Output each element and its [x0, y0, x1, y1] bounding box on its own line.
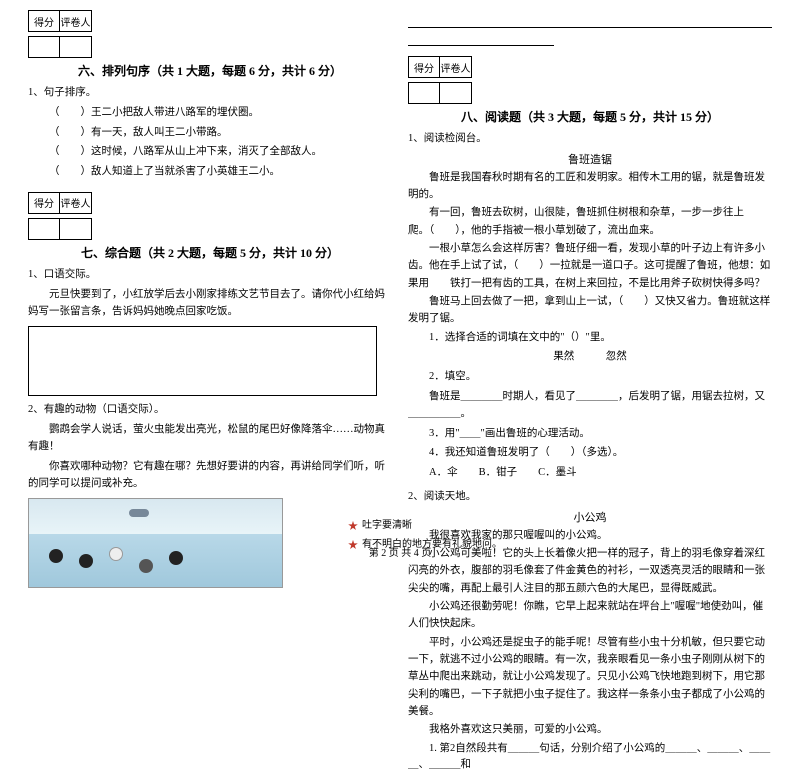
star-icon	[348, 521, 358, 531]
q8-1-1: 1．选择合适的词填在文中的"（）"里。	[408, 330, 772, 347]
q8-1-1-opts: 果然 忽然	[408, 349, 772, 366]
score-box-8: 得分 评卷人	[408, 56, 772, 78]
p1-3: 一根小草怎么会这样厉害？鲁班仔细一看，发现小草的叶子边上有许多小 齿。他在手上试…	[408, 240, 772, 292]
grader-label: 评卷人	[440, 56, 472, 78]
p1-2: 有一回，鲁班去砍树，山很陡，鲁班抓住树根和杂草，一步一步往上 爬。（ ），他的手…	[408, 204, 772, 239]
score-box-6: 得分 评卷人	[28, 10, 392, 32]
q6-line-1: （ ）有一天，敌人叫王二小带路。	[28, 125, 392, 142]
grader-blank[interactable]	[60, 218, 92, 240]
score-box-8-blank	[408, 82, 772, 104]
q8-2: 2、阅读天地。	[408, 489, 772, 506]
seal-icon	[139, 559, 153, 573]
q8-1-2-body: 鲁班是＿＿＿＿时期人，看见了＿＿＿＿，后发明了锯，用锯去拉树，又＿＿＿＿＿。	[408, 389, 772, 423]
q6-line-3: （ ）敌人知道上了当就杀害了小英雄王二小。	[28, 164, 392, 181]
exam-page: 得分 评卷人 六、排列句序（共 1 大题，每题 6 分，共计 6 分） 1、句子…	[0, 0, 800, 565]
grader-blank[interactable]	[60, 36, 92, 58]
p2-4: 平时，小公鸡还是捉虫子的能手呢！尽管有些小虫十分机敏，但只要它动一下，就逃不过小…	[408, 634, 772, 721]
q6-line-2: （ ）这时候，八路军从山上冲下来，消灭了全部敌人。	[28, 144, 392, 161]
q8-2-1: 1. 第2自然段共有＿＿＿句话，分别介绍了小公鸡的＿＿＿、＿＿＿、＿＿＿、＿＿＿…	[408, 741, 772, 774]
section-8-title: 八、阅读题（共 3 大题，每题 5 分，共计 15 分）	[408, 108, 772, 125]
q8-1: 1、阅读检阅台。	[408, 131, 772, 148]
q7-2-body1: 鹦鹉会学人说话，萤火虫能发出亮光，松鼠的尾巴好像降落伞……动物真有趣！	[28, 422, 392, 456]
section-6-title: 六、排列句序（共 1 大题，每题 6 分，共计 6 分）	[28, 62, 392, 79]
p1-1: 鲁班是我国春秋时期有名的工匠和发明家。相传木工用的锯，就是鲁班发明的。	[408, 169, 772, 204]
grader-blank[interactable]	[440, 82, 472, 104]
score-blank[interactable]	[408, 82, 440, 104]
q7-2: 2、有趣的动物（口语交际）。	[28, 402, 392, 419]
score-blank[interactable]	[28, 218, 60, 240]
p2-3: 小公鸡还很勤劳呢！你瞧，它早上起来就站在坪台上"喔喔"地使劲叫，催人们快快起床。	[408, 598, 772, 633]
q6-1: 1、句子排序。	[28, 85, 392, 102]
grader-label: 评卷人	[60, 192, 92, 214]
q6-line-0: （ ）王二小把敌人带进八路军的埋伏圈。	[28, 105, 392, 122]
q8-1-2: 2．填空。	[408, 369, 772, 386]
q7-1-body: 元旦快要到了，小红放学后去小刚家排练文艺节目去了。请你代小红给妈妈写一张留言条，…	[28, 287, 392, 321]
score-box-7-blank	[28, 218, 392, 240]
section-7-title: 七、综合题（共 2 大题，每题 5 分，共计 10 分）	[28, 244, 392, 261]
score-label: 得分	[28, 10, 60, 32]
q7-1: 1、口语交际。	[28, 267, 392, 284]
answer-line[interactable]	[408, 32, 554, 46]
score-label: 得分	[408, 56, 440, 78]
whale-icon	[129, 509, 149, 517]
score-box-7: 得分 评卷人	[28, 192, 392, 214]
score-blank[interactable]	[28, 36, 60, 58]
q7-2-body2: 你喜欢哪种动物？它有趣在哪？先想好要讲的内容，再讲给同学们听，听的同学可以提问或…	[28, 459, 392, 493]
page-footer: 第 2 页 共 4 页	[0, 544, 800, 559]
grader-label: 评卷人	[60, 10, 92, 32]
tip-1: 吐字要清晰	[362, 518, 412, 533]
right-column: 得分 评卷人 八、阅读题（共 3 大题，每题 5 分，共计 15 分） 1、阅读…	[400, 10, 780, 540]
passage-1: 鲁班是我国春秋时期有名的工匠和发明家。相传木工用的锯，就是鲁班发明的。 有一回，…	[408, 169, 772, 328]
score-label: 得分	[28, 192, 60, 214]
answer-box[interactable]	[28, 326, 377, 396]
answer-line[interactable]	[408, 14, 772, 28]
p1-4: 鲁班马上回去做了一把，拿到山上一试，（ ）又快又省力。鲁班就这样发明了锯。	[408, 293, 772, 328]
score-box-6-blank	[28, 36, 392, 58]
q8-1-3: 3．用"＿＿"画出鲁班的心理活动。	[408, 426, 772, 443]
q8-1-4: 4．我还知道鲁班发明了（ ）（多选）。	[408, 445, 772, 462]
passage-1-title: 鲁班造锯	[408, 151, 772, 167]
p2-5: 我格外喜欢这只美丽，可爱的小公鸡。	[408, 721, 772, 738]
q8-1-4-opts: A．伞 B．钳子 C．墨斗	[408, 465, 772, 482]
left-column: 得分 评卷人 六、排列句序（共 1 大题，每题 6 分，共计 6 分） 1、句子…	[20, 10, 400, 540]
